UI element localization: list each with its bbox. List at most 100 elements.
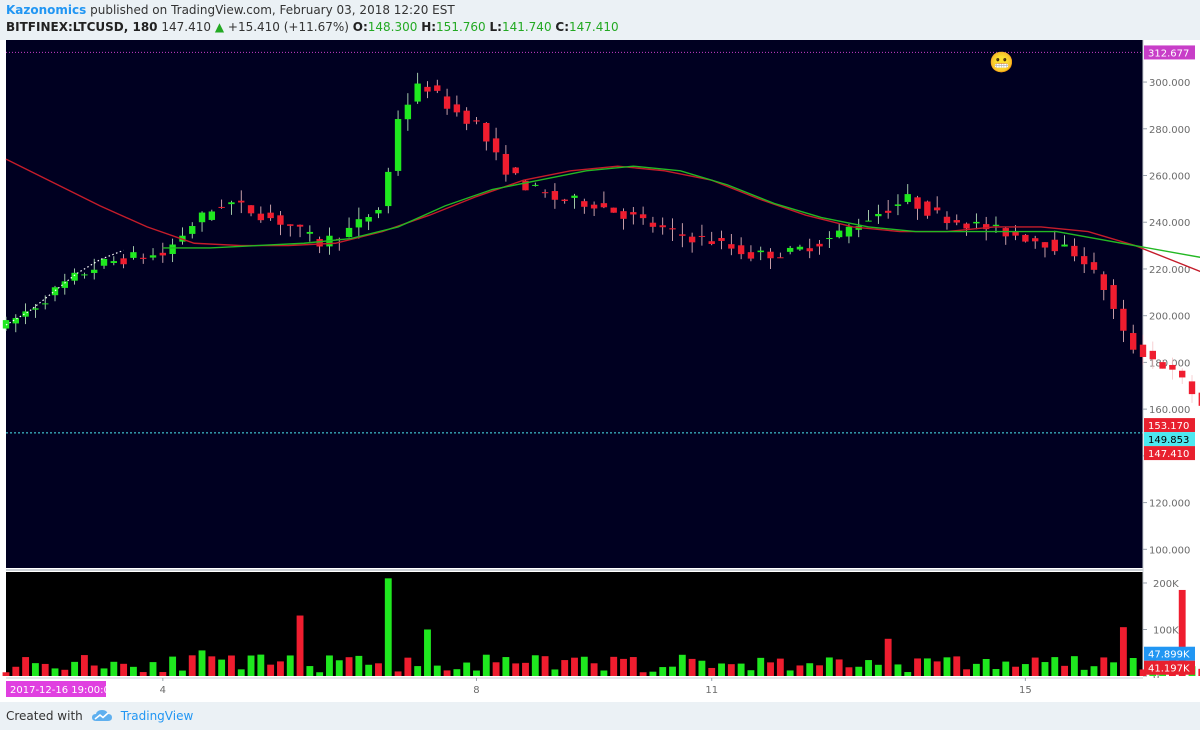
candle	[718, 238, 725, 241]
price-tick-label: 120.000	[1149, 499, 1190, 510]
cursor-time-label: 2017-12-16 19:00:00	[10, 685, 116, 696]
low-label: L:	[489, 20, 502, 34]
volume-bar	[12, 666, 20, 676]
candle	[483, 122, 490, 142]
candle	[767, 251, 774, 259]
volume-bar	[1051, 657, 1059, 676]
volume-bar	[551, 669, 559, 676]
chart-area[interactable]: 100.000120.000140.000160.000180.000200.0…	[0, 40, 1200, 702]
volume-bar	[218, 659, 226, 676]
volume-bar	[335, 660, 343, 676]
volume-bar	[502, 657, 510, 676]
candle	[61, 281, 68, 288]
candle	[169, 244, 176, 254]
volume-bar	[620, 658, 627, 676]
candle	[198, 212, 206, 223]
candle	[796, 246, 804, 250]
candle	[963, 223, 970, 229]
volume-bar	[708, 667, 716, 676]
price-pane[interactable]	[6, 40, 1143, 568]
candle	[228, 202, 235, 205]
candle	[884, 210, 892, 213]
volume-bar	[237, 669, 245, 676]
created-with-text: Created with	[6, 709, 83, 723]
volume-bar	[933, 661, 941, 676]
candle	[110, 261, 118, 263]
volume-bar	[757, 657, 765, 676]
volume-bar	[169, 656, 177, 676]
price-marker-badge	[1144, 45, 1195, 60]
volume-bar	[228, 655, 235, 676]
volume-bar	[1041, 662, 1049, 676]
candle	[982, 224, 990, 230]
candle	[434, 85, 441, 91]
volume-bar	[90, 665, 98, 676]
candle	[492, 138, 500, 153]
candle	[973, 221, 980, 224]
time-axis[interactable]	[0, 678, 1200, 700]
volume-bar	[277, 661, 284, 676]
candle	[404, 104, 412, 120]
volume-bar	[110, 661, 118, 676]
volume-bar	[972, 663, 980, 676]
volume-bar	[247, 655, 255, 676]
volume-bar	[433, 665, 441, 676]
volume-bar	[512, 663, 520, 676]
volume-bar	[1198, 668, 1200, 676]
volume-bar	[1021, 664, 1029, 676]
candle	[1149, 350, 1156, 360]
volume-bar	[345, 657, 353, 676]
author-link[interactable]: Kazonomics	[6, 3, 87, 17]
volume-bar	[375, 663, 382, 676]
volume-bar	[1080, 669, 1088, 676]
volume-bar	[884, 638, 892, 676]
up-arrow-icon: ▲	[214, 20, 225, 34]
candle	[149, 255, 157, 258]
candle	[316, 239, 323, 247]
time-tick-label: 8	[473, 685, 479, 696]
price-tick-label: 200.000	[1149, 312, 1190, 323]
candle	[835, 230, 843, 238]
volume-bar	[208, 656, 216, 676]
volume-bar	[835, 659, 843, 676]
volume-bar	[1139, 669, 1147, 676]
candle	[365, 217, 372, 222]
price-marker-label: 153.170	[1148, 421, 1189, 432]
volume-bar	[659, 667, 667, 676]
volume-bar	[404, 657, 412, 676]
volume-bar	[747, 670, 755, 676]
volume-bar	[610, 656, 618, 676]
price-tick-label: 100.000	[1149, 545, 1190, 556]
candle	[51, 287, 59, 296]
price-chart[interactable]: 100.000120.000140.000160.000180.000200.0…	[0, 40, 1200, 702]
volume-bar	[982, 658, 990, 676]
candle	[698, 235, 706, 237]
candle	[502, 153, 510, 175]
candle	[159, 252, 167, 256]
candle	[865, 220, 872, 222]
price-change: +15.410 (+11.67%)	[227, 20, 349, 34]
candle	[522, 180, 529, 191]
candle	[1130, 333, 1137, 350]
candle	[12, 318, 19, 324]
volume-marker-badge	[1144, 660, 1195, 675]
candle	[845, 226, 853, 237]
tradingview-brand-link[interactable]: TradingView	[120, 709, 194, 723]
volume-bar	[61, 669, 69, 676]
candle	[1051, 239, 1058, 252]
volume-tick-label: 100K	[1153, 625, 1179, 636]
candle	[708, 241, 715, 244]
volume-bar	[522, 662, 529, 676]
candle	[208, 211, 216, 220]
volume-bar	[776, 658, 784, 676]
candle	[1120, 308, 1127, 331]
candle	[81, 274, 88, 276]
volume-bar	[855, 666, 863, 676]
volume-bar	[1100, 657, 1108, 676]
candle	[933, 207, 941, 211]
candle	[630, 212, 637, 215]
price-tick-label: 260.000	[1149, 172, 1190, 183]
volume-bar	[571, 657, 578, 676]
candle	[532, 184, 539, 186]
volume-bar	[41, 663, 49, 676]
